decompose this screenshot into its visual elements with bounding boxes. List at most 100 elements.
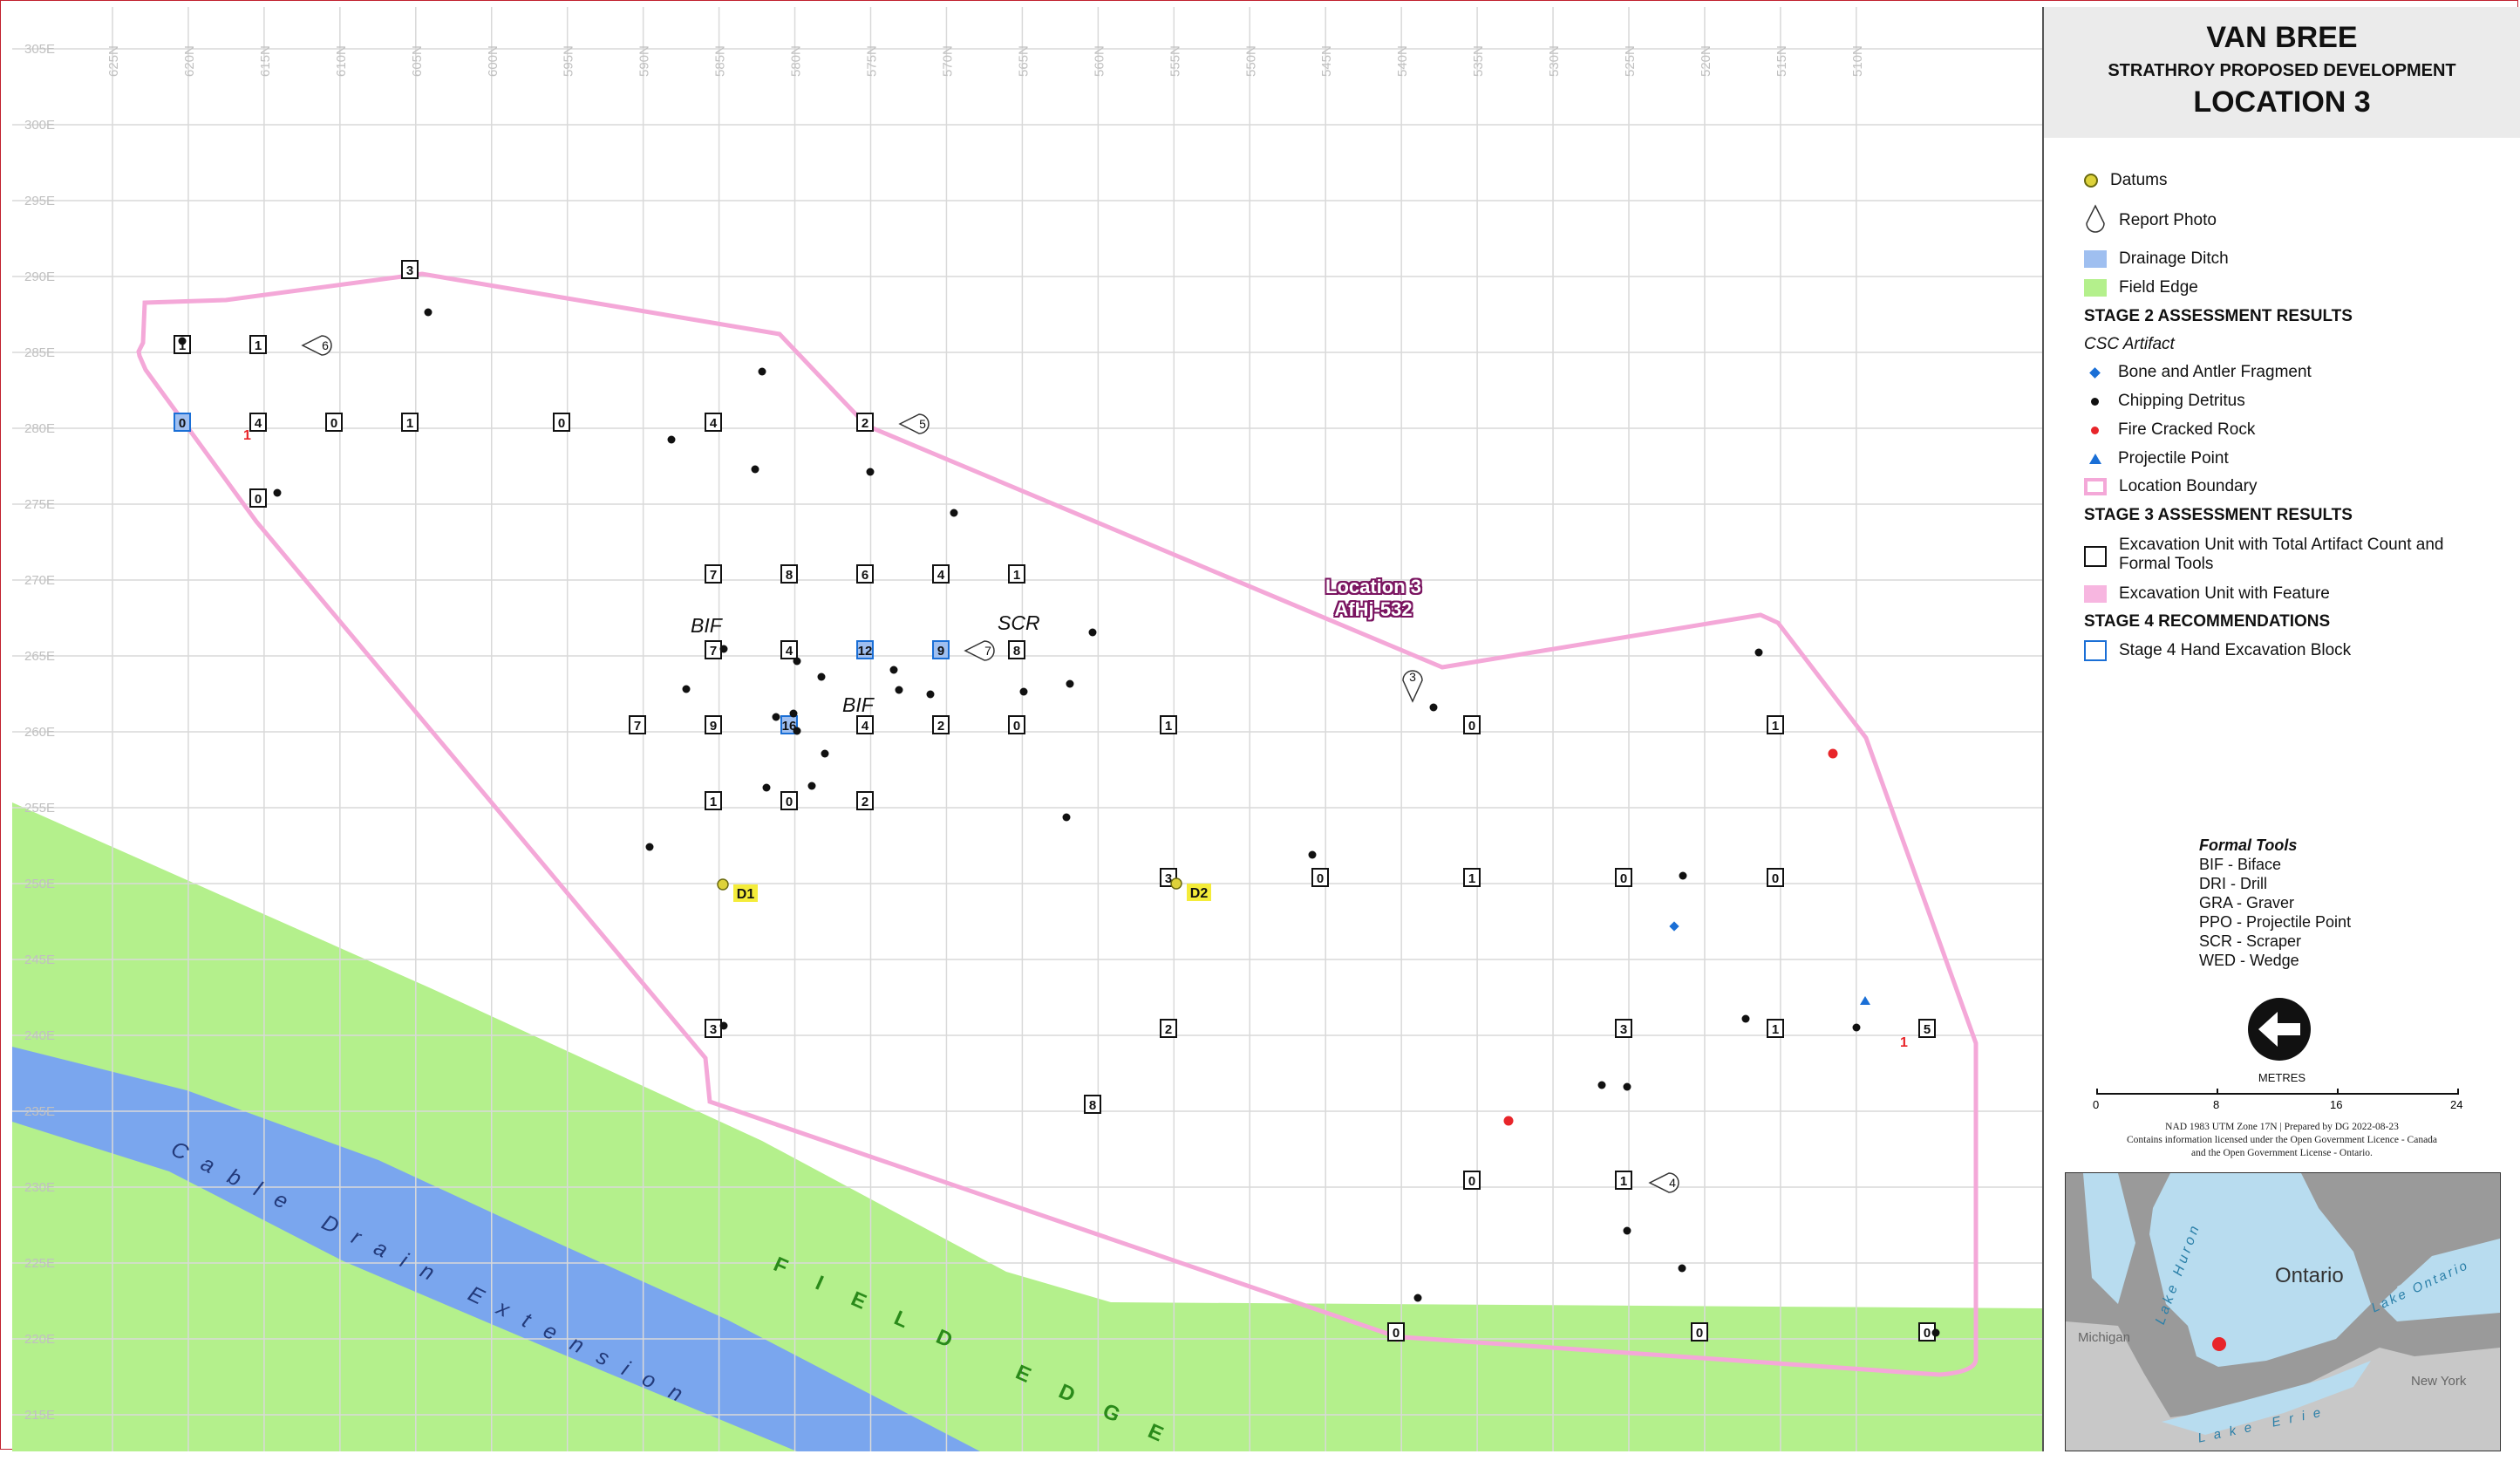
excavation-unit-count: 2 [862, 795, 868, 809]
map-canvas[interactable]: 625N 620N 615N 610N 605N 600N 595N 590N 585N 580N… [12, 7, 2042, 1460]
excavation-unit-count: 0 [179, 416, 186, 431]
grid-label-north: 615N [258, 45, 273, 77]
report-photo-pin [898, 413, 930, 434]
excavation-unit-box [1767, 868, 1784, 887]
chipping-detritus-point [1413, 1294, 1422, 1302]
excavation-unit-box [249, 413, 267, 432]
map-credit: NAD 1983 UTM Zone 17N | Prepared by DG 2… [2061, 1121, 2503, 1160]
excavation-unit-box [856, 791, 874, 810]
excavation-unit-count: 3 [1165, 871, 1172, 886]
excavation-unit-box [1615, 1019, 1632, 1038]
stage2-heading: STAGE 2 ASSESSMENT RESULTS [2084, 307, 2353, 325]
location-title: LOCATION 3 [2193, 85, 2371, 119]
chipping-detritus-point [273, 488, 282, 497]
report-photo-number: 4 [1669, 1176, 1676, 1190]
excavation-unit-box [932, 564, 950, 584]
report-photo-number: 6 [322, 338, 329, 352]
report-photo-number: 7 [984, 644, 991, 658]
tool-label-bif-1: BIF [691, 614, 722, 637]
chipping-detritus-point [1623, 1082, 1631, 1091]
legend-datums: Datums [2084, 171, 2167, 190]
fcr-count-label: 1 [243, 428, 251, 443]
excavation-unit-box [1615, 1171, 1632, 1190]
grid-label-north: 575N [865, 45, 880, 77]
grid-label-north: 555N [1168, 45, 1182, 77]
excavation-unit-count: 16 [782, 719, 797, 734]
chipping-detritus-point [1088, 628, 1097, 637]
legend-chipping: Chipping Detritus [2084, 392, 2245, 411]
legend-fcr: Fire Cracked Rock [2084, 420, 2255, 440]
excavation-unit-count: 3 [406, 263, 413, 278]
bone-fragment-point [1669, 921, 1679, 932]
excavation-unit-count: 4 [786, 644, 793, 659]
excavation-unit-count: 2 [862, 416, 868, 431]
excavation-unit-box [1615, 868, 1632, 887]
excavation-unit-box [401, 413, 419, 432]
datum-marker [717, 878, 729, 891]
grid-label-east: 255E [24, 801, 55, 816]
chipping-detritus-point [1019, 687, 1028, 696]
chipping-detritus-point [807, 782, 816, 790]
grid-label-north: 560N [1092, 45, 1107, 77]
site-borden-number: AfHj-532 [1334, 598, 1413, 620]
excavation-unit-box [1767, 715, 1784, 734]
legend-field-edge-label: Field Edge [2119, 278, 2198, 297]
excavation-unit-count: 7 [710, 568, 717, 583]
chipping-dot-icon [2091, 397, 2099, 406]
datum-label: D1 [737, 887, 755, 902]
chipping-detritus-point [1308, 850, 1317, 859]
scale-label: METRES [2258, 1071, 2306, 1084]
report-photo-pin [964, 640, 995, 661]
excavation-unit-box [249, 335, 267, 354]
grid-label-east: 300E [24, 118, 55, 133]
tool-label-bif-2: BIF [842, 693, 874, 716]
excavation-unit-count: 1 [179, 338, 186, 353]
scale-tick-16: 16 [2330, 1098, 2343, 1111]
excavation-unit-count: 7 [634, 719, 641, 734]
legend-location-boundary-label: Location Boundary [2119, 477, 2258, 495]
legend-drainage-ditch: Drainage Ditch [2084, 249, 2229, 269]
legend-excavation-unit-line1: Excavation Unit with Total Artifact Coun… [2119, 536, 2444, 554]
grid-labels-north: 625N 620N 615N 610N 605N 600N 595N 590N 585N 580N… [106, 45, 1865, 77]
excavation-unit-box [1691, 1322, 1708, 1342]
excavation-unit-box [856, 564, 874, 584]
excavation-unit-count: 0 [1013, 719, 1020, 734]
chipping-detritus-point [793, 657, 801, 666]
grid-label-north: 600N [486, 45, 501, 77]
excavation-unit-count: 2 [1165, 1022, 1172, 1037]
excavation-unit-box [1463, 1171, 1481, 1190]
grid-label-east: 225E [24, 1256, 55, 1271]
grid-label-north: 620N [182, 45, 197, 77]
legend-projectile-label: Projectile Point [2118, 449, 2229, 468]
chipping-detritus-point [926, 690, 935, 699]
legend-excavation-unit-label: Excavation Unit with Total Artifact Coun… [2119, 536, 2443, 574]
excavation-unit-box [174, 413, 191, 432]
excavation-unit-box [1463, 715, 1481, 734]
chipping-detritus-point [645, 843, 654, 851]
grid-label-east: 215E [24, 1408, 55, 1423]
chipping-detritus-point [1679, 871, 1687, 880]
chipping-detritus-point [950, 509, 958, 517]
excavation-unit-box [705, 413, 722, 432]
grid-label-north: 585N [713, 45, 728, 77]
excavation-unit-count: 0 [1468, 719, 1475, 734]
chipping-detritus-point [817, 672, 826, 681]
excavation-unit-box [856, 640, 874, 659]
excavation-unit-count: 0 [1468, 1174, 1475, 1189]
excavation-unit-count: 1 [1772, 1022, 1779, 1037]
grid-label-east: 285E [24, 345, 55, 360]
scale-tick-8: 8 [2213, 1098, 2220, 1111]
grid-label-north: 590N [637, 45, 652, 77]
excavation-unit-count: 1 [1013, 568, 1020, 583]
excavation-unit-count: 4 [937, 568, 945, 583]
tool-label-scr: SCR [998, 611, 1040, 634]
excavation-unit-count: 7 [710, 644, 717, 659]
credit-line: and the Open Government License - Ontari… [2191, 1148, 2373, 1158]
excavation-unit-count: 12 [858, 644, 873, 659]
excavation-unit-box [780, 791, 798, 810]
grid-label-north: 530N [1547, 45, 1562, 77]
excavation-unit-count: 1 [1772, 719, 1779, 734]
excavation-unit-box [1387, 1322, 1405, 1342]
inset-label-michigan: Michigan [2078, 1330, 2131, 1345]
excavation-unit-box [1463, 868, 1481, 887]
